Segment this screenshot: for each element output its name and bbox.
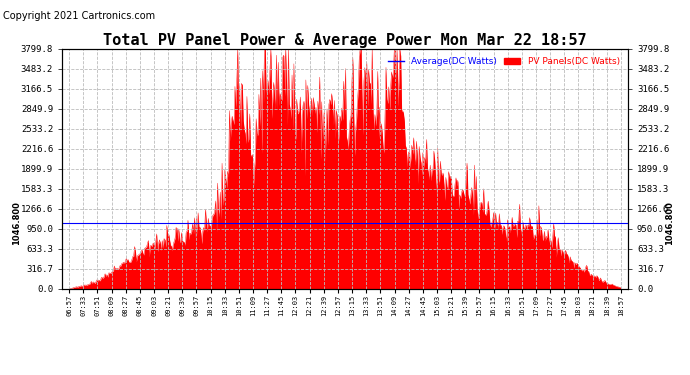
Text: 1046.800: 1046.800 xyxy=(12,201,21,244)
Legend: Average(DC Watts), PV Panels(DC Watts): Average(DC Watts), PV Panels(DC Watts) xyxy=(384,53,623,69)
Text: 1046.800: 1046.800 xyxy=(664,201,673,244)
Text: Copyright 2021 Cartronics.com: Copyright 2021 Cartronics.com xyxy=(3,11,155,21)
Title: Total PV Panel Power & Average Power Mon Mar 22 18:57: Total PV Panel Power & Average Power Mon… xyxy=(104,33,586,48)
